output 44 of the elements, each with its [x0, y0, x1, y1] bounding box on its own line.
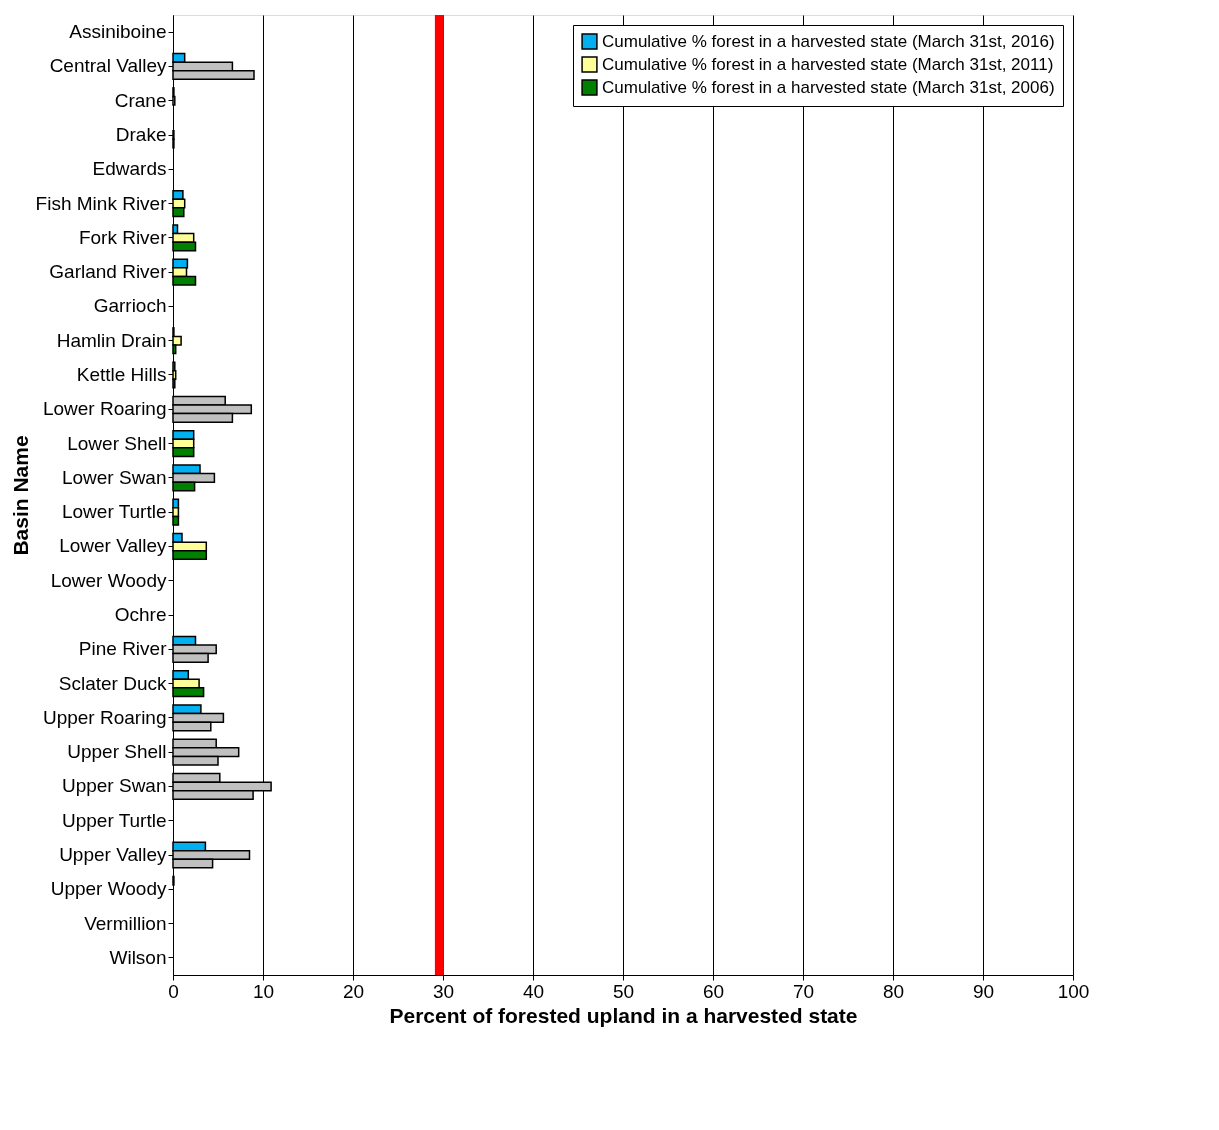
x-tick-label: 50 [612, 980, 635, 1002]
x-tick-label: 40 [522, 980, 545, 1002]
y-tick-label: Upper Shell [67, 741, 167, 763]
y-tick-label: Central Valley [49, 55, 167, 77]
y-tick-label: Fork River [78, 226, 168, 248]
y-tick-label: Lower Shell [67, 432, 167, 454]
x-tick-label: 0 [168, 980, 179, 1002]
y-tick-label: Upper Swan [61, 775, 167, 797]
y-tick-label: Upper Woody [50, 878, 167, 900]
legend-label: Cumulative % forest in a harvested state (March 31st, 2006) [602, 77, 1055, 97]
y-tick-label: Crane [114, 89, 167, 111]
y-tick-label: Drake [115, 124, 167, 145]
y-tick-label: Ochre [114, 604, 167, 625]
x-tick-label: 90 [972, 980, 995, 1002]
x-tick-label: 70 [792, 980, 815, 1002]
y-tick-label: Hamlin Drain [56, 329, 167, 351]
y-tick-label: Vermillion [84, 912, 167, 934]
y-tick-label: Lower Turtle [61, 501, 167, 523]
y-tick-label: Edwards [92, 158, 167, 180]
legend-label: Cumulative % forest in a harvested state (March 31st, 2016) [602, 31, 1055, 51]
y-tick-label: Upper Valley [59, 844, 167, 865]
y-tick-label: Lower Roaring [42, 398, 167, 420]
x-tick-label: 100 [1057, 980, 1090, 1002]
y-tick-label: Pine River [78, 638, 168, 660]
y-tick-label: Sclater Duck [58, 672, 167, 694]
y-tick-label: Lower Valley [59, 535, 167, 557]
x-tick-label: 30 [432, 980, 455, 1002]
y-tick-label: Garrioch [93, 295, 167, 317]
x-tick-label: 20 [342, 980, 365, 1002]
x-axis-title: Percent of forested upland in a harvested state [389, 1003, 858, 1027]
y-axis-title: Basin Name [8, 435, 32, 556]
x-tick-label: 60 [702, 980, 725, 1002]
y-tick-label: Lower Woody [50, 569, 167, 591]
y-tick-label: Lower Swan [61, 466, 167, 488]
y-tick-label: Fish Mink River [35, 192, 168, 214]
x-tick-label: 10 [252, 980, 275, 1002]
y-tick-label: Garland River [49, 261, 168, 283]
x-tick-label: 80 [882, 980, 905, 1002]
legend-label: Cumulative % forest in a harvested state (March 31st, 2011) [602, 54, 1054, 74]
y-tick-label: Upper Turtle [61, 809, 167, 831]
y-tick-label: Assiniboine [69, 21, 167, 43]
y-tick-label: Wilson [109, 946, 167, 968]
y-tick-label: Upper Roaring [42, 706, 167, 728]
y-tick-label: Kettle Hills [76, 364, 167, 385]
